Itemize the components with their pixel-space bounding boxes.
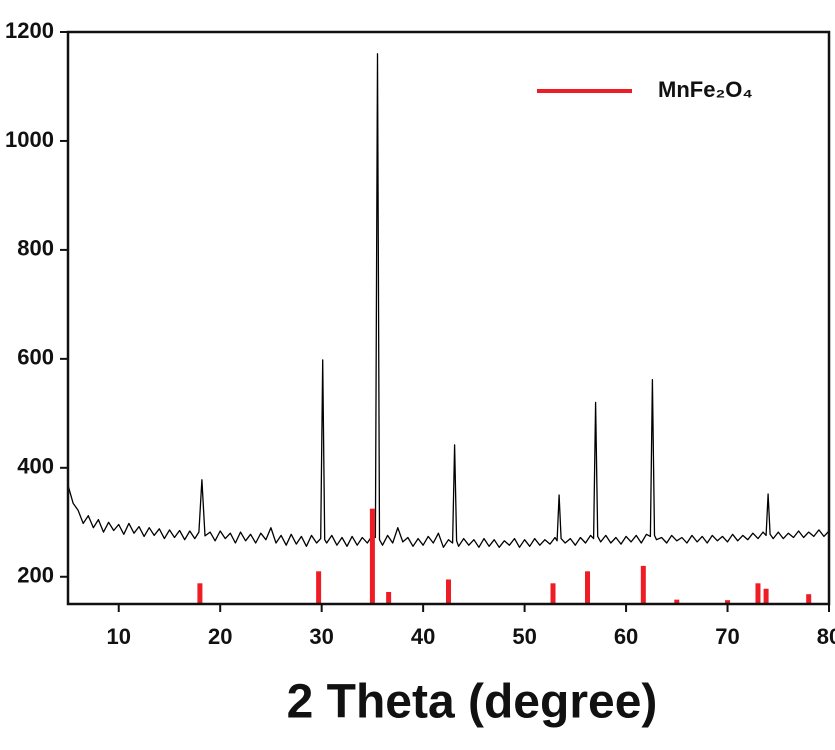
reference-stick bbox=[806, 594, 812, 604]
reference-stick bbox=[550, 583, 556, 604]
reference-stick bbox=[725, 600, 731, 604]
legend-label: MnFe₂O₄ bbox=[658, 77, 753, 102]
x-tick-label: 20 bbox=[208, 624, 232, 649]
y-tick-label: 400 bbox=[17, 454, 54, 479]
x-tick-label: 40 bbox=[411, 624, 435, 649]
reference-stick bbox=[763, 588, 769, 604]
reference-stick bbox=[674, 599, 680, 604]
y-tick-label: 600 bbox=[17, 345, 54, 370]
reference-stick bbox=[369, 508, 375, 604]
y-tick-label: 800 bbox=[17, 236, 54, 261]
x-axis-label: 2 Theta (degree) bbox=[287, 676, 658, 729]
reference-stick bbox=[197, 583, 203, 604]
x-tick-label: 60 bbox=[614, 624, 638, 649]
x-tick-label: 10 bbox=[106, 624, 130, 649]
x-tick-label: 50 bbox=[512, 624, 536, 649]
reference-stick bbox=[386, 592, 392, 604]
reference-stick bbox=[755, 583, 761, 604]
reference-stick bbox=[585, 571, 591, 604]
reference-stick bbox=[446, 579, 451, 604]
x-tick-label: 70 bbox=[715, 624, 739, 649]
y-tick-label: 200 bbox=[17, 563, 54, 588]
reference-stick bbox=[316, 571, 322, 604]
plot-frame bbox=[66, 30, 831, 606]
reference-stick bbox=[640, 565, 646, 604]
y-tick-label: 1200 bbox=[5, 18, 54, 43]
x-tick-label: 30 bbox=[309, 624, 333, 649]
x-tick-label: 80 bbox=[817, 624, 835, 649]
xrd-pattern bbox=[67, 53, 830, 548]
y-tick-label: 1000 bbox=[5, 127, 54, 152]
